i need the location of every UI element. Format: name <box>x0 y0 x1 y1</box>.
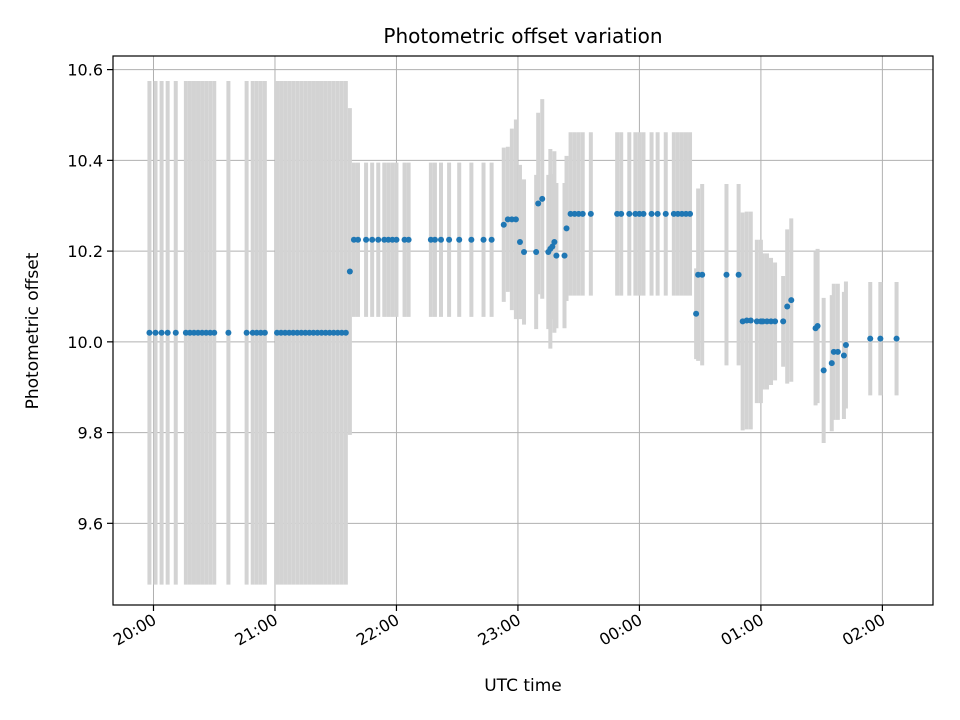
y-tick-label: 9.6 <box>78 514 103 533</box>
y-axis: 9.6 9.8 10.0 10.2 10.4 10.6 <box>67 61 113 533</box>
data-point <box>164 329 171 336</box>
data-point <box>346 268 353 275</box>
data-point <box>780 318 787 325</box>
data-point <box>172 329 179 336</box>
chart-title: Photometric offset variation <box>383 24 662 48</box>
data-point <box>563 225 570 232</box>
data-point <box>146 329 153 336</box>
data-point <box>553 252 560 259</box>
data-point <box>158 329 165 336</box>
data-point <box>549 243 556 250</box>
data-point <box>820 367 827 374</box>
data-point <box>211 329 218 336</box>
data-point <box>535 200 542 207</box>
data-point <box>363 236 370 243</box>
data-point <box>626 210 633 217</box>
y-tick-label: 10.6 <box>67 61 103 80</box>
data-point <box>354 236 361 243</box>
data-point <box>687 210 694 217</box>
data-point <box>480 236 487 243</box>
y-tick-label: 10.4 <box>67 151 103 170</box>
data-point <box>369 236 376 243</box>
data-point <box>579 210 586 217</box>
data-point <box>375 236 382 243</box>
data-point <box>393 236 400 243</box>
data-point <box>840 352 847 359</box>
data-point <box>747 317 754 324</box>
data-point <box>587 210 594 217</box>
data-points <box>146 195 900 374</box>
data-point <box>521 249 528 256</box>
data-point <box>814 322 821 329</box>
data-point <box>648 210 655 217</box>
data-point <box>693 310 700 317</box>
data-point <box>828 360 835 367</box>
y-tick-label: 9.8 <box>78 424 103 443</box>
data-point <box>152 329 159 336</box>
data-point <box>551 239 558 246</box>
data-point <box>723 271 730 278</box>
data-point <box>662 210 669 217</box>
data-point <box>561 252 568 259</box>
data-point <box>640 210 647 217</box>
y-tick-label: 10.0 <box>67 333 103 352</box>
data-point <box>468 236 475 243</box>
data-point <box>699 271 706 278</box>
data-point <box>431 236 438 243</box>
x-axis-label: UTC time <box>484 676 562 696</box>
data-point <box>533 249 540 256</box>
data-point <box>618 210 625 217</box>
y-axis-label: Photometric offset <box>23 252 43 409</box>
data-point <box>342 329 349 336</box>
data-point <box>500 221 507 228</box>
data-point <box>488 236 495 243</box>
data-point <box>654 210 661 217</box>
data-point <box>261 329 268 336</box>
data-point <box>539 195 546 202</box>
data-point <box>784 303 791 310</box>
data-point <box>438 236 444 243</box>
data-point <box>243 329 250 336</box>
data-point <box>867 335 874 342</box>
data-point <box>788 297 795 304</box>
data-point <box>446 236 453 243</box>
plot-frame <box>112 55 934 606</box>
data-point <box>842 342 849 349</box>
data-point <box>772 318 779 325</box>
y-tick-label: 10.2 <box>67 242 103 261</box>
data-point <box>405 236 412 243</box>
data-point <box>456 236 463 243</box>
data-point <box>877 335 884 342</box>
data-point <box>516 239 523 246</box>
data-point <box>225 329 232 336</box>
data-point <box>512 216 519 223</box>
data-point <box>893 335 900 342</box>
data-point <box>735 271 742 278</box>
data-point <box>834 348 841 355</box>
